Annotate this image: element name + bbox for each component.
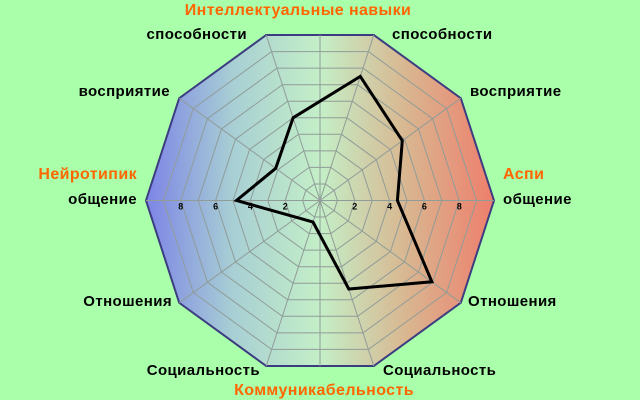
tick-label: 4 [387,202,392,212]
tick-label: 2 [352,202,357,212]
axis-label-relationships-right: Отношения [468,293,557,310]
axis-label-perception-left: восприятие [78,83,170,100]
tick-label: 8 [457,202,462,212]
axis-label-abilities-right: способности [392,26,493,43]
axis-label-communication-right: общение [503,191,572,208]
axis-label-communication-left: общение [68,191,137,208]
title-communicability: Коммуникабельность [234,382,414,399]
axis-label-relationships-left: Отношения [83,293,172,310]
axis-label-sociality-right: Социальность [383,362,497,379]
label-neurotypical: Нейротипик [38,166,137,183]
tick-label: 4 [248,202,253,212]
axis-label-sociality-left: Социальность [146,362,260,379]
data-series-polygon [233,74,435,291]
tick-label: 6 [422,202,427,212]
axis-label-perception-right: восприятие [470,83,562,100]
axis-label-abilities-left: способности [146,26,247,43]
tick-label: 2 [283,202,288,212]
title-intellectual-skills: Интеллектуальные навыки [184,2,412,19]
label-aspie: Аспи [503,166,545,183]
tick-label: 6 [213,202,218,212]
tick-label: 8 [178,202,183,212]
